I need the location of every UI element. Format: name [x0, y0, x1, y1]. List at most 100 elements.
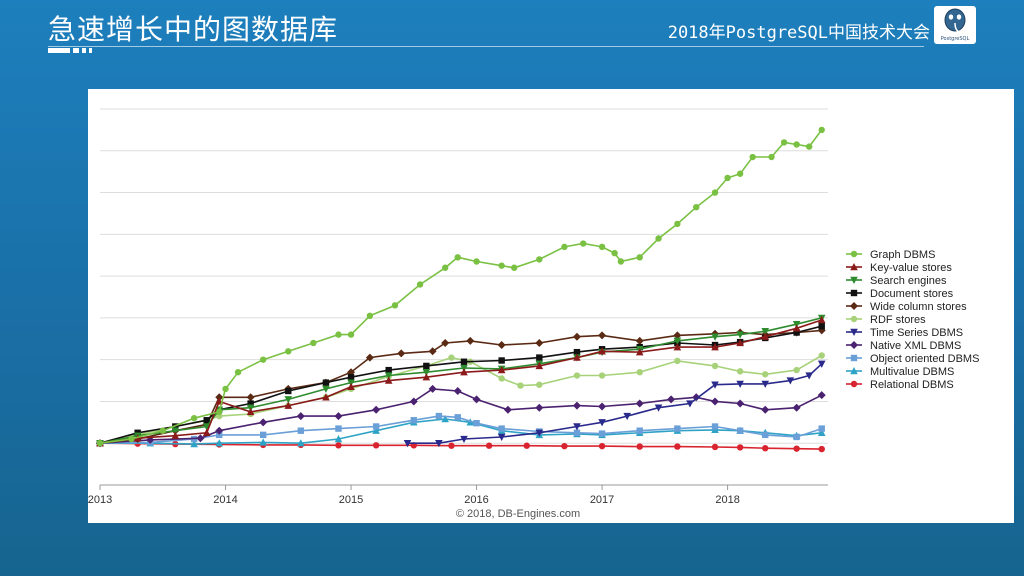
data-point-graph-dbms [561, 243, 568, 251]
data-point-graph-dbms [636, 254, 643, 261]
data-point-relational-dbms [448, 442, 455, 449]
legend-marker-relational-dbms [850, 380, 858, 388]
data-point-rdf-stores [536, 381, 543, 388]
data-point-document-stores [322, 379, 330, 386]
data-point-native-xml-dbms [736, 399, 745, 408]
data-point-graph-dbms [96, 440, 104, 447]
data-point-graph-dbms [805, 143, 813, 150]
data-point-graph-dbms [441, 264, 449, 271]
data-point-native-xml-dbms [453, 387, 462, 395]
data-point-document-stores [285, 387, 292, 395]
data-point-native-xml-dbms [572, 401, 581, 410]
x-tick-label: 2014 [213, 494, 237, 506]
data-point-object-oriented-dbms [793, 433, 800, 441]
data-point-graph-dbms [693, 203, 700, 211]
data-point-time-series-dbms [711, 381, 719, 389]
data-point-rdf-stores [573, 372, 581, 379]
data-point-key-value-stores [202, 428, 211, 436]
data-point-object-oriented-dbms [410, 417, 417, 424]
series-line-graph-dbms [99, 129, 823, 444]
legend-marker-rdf-stores [850, 315, 858, 323]
data-point-graph-dbms [222, 385, 229, 393]
legend-label-relational-dbms: Relational DBMS [870, 379, 954, 391]
data-point-object-oriented-dbms [762, 431, 769, 439]
data-point-wide-column-stores [428, 347, 437, 356]
data-point-graph-dbms [216, 408, 223, 416]
legend-marker-document-stores [850, 289, 858, 297]
legend-marker-native-xml-dbms [850, 341, 858, 349]
data-point-graph-dbms [335, 331, 342, 338]
data-point-rdf-stores [818, 352, 825, 359]
popularity-line-chart: 0100200300400500600700800900201320142015… [88, 108, 979, 520]
data-point-wide-column-stores [215, 393, 224, 402]
data-point-relational-dbms [762, 445, 769, 452]
data-point-graph-dbms [454, 254, 461, 261]
data-point-search-engines [284, 396, 293, 404]
data-point-native-xml-dbms [535, 403, 544, 412]
logo-text: PostgreSQL [940, 36, 970, 42]
data-point-graph-dbms [724, 174, 731, 182]
data-point-graph-dbms [736, 170, 744, 177]
data-point-document-stores [385, 366, 392, 374]
title-accent-ticks [48, 48, 108, 54]
data-point-wide-column-stores [535, 338, 544, 347]
data-point-wide-column-stores [497, 341, 506, 350]
data-point-key-value-stores [322, 393, 330, 401]
data-point-object-oriented-dbms [473, 419, 480, 427]
data-point-key-value-stores [284, 401, 293, 409]
legend-marker-object-oriented-dbms [850, 354, 858, 362]
data-point-native-xml-dbms [428, 384, 437, 393]
data-point-rdf-stores [448, 354, 455, 361]
title-divider [48, 46, 924, 47]
data-point-native-xml-dbms [259, 418, 268, 427]
legend-marker-wide-column-stores [850, 302, 858, 310]
data-point-native-xml-dbms [503, 405, 512, 414]
data-point-search-engines [384, 372, 393, 380]
data-point-graph-dbms [234, 369, 242, 376]
data-point-time-series-dbms [598, 419, 606, 427]
data-point-native-xml-dbms [598, 402, 607, 411]
data-point-time-series-dbms [736, 380, 744, 388]
data-point-graph-dbms [391, 302, 399, 309]
legend-marker-multivalue-dbms [850, 367, 858, 375]
data-point-relational-dbms [598, 442, 606, 450]
data-point-wide-column-stores [397, 349, 406, 358]
data-point-graph-dbms [310, 339, 317, 347]
data-point-native-xml-dbms [215, 426, 224, 435]
data-point-rdf-stores [636, 369, 643, 376]
data-point-wide-column-stores [598, 331, 607, 340]
data-point-key-value-stores [598, 347, 606, 355]
series-line-time-series-dbms [407, 363, 823, 445]
data-point-wide-column-stores [466, 336, 475, 345]
data-point-multivalue-dbms [372, 426, 380, 434]
data-point-object-oriented-dbms [711, 423, 719, 430]
data-point-key-value-stores [673, 343, 682, 351]
data-point-search-engines [736, 331, 744, 339]
data-point-search-engines [322, 385, 330, 393]
data-point-multivalue-dbms [215, 439, 224, 447]
data-point-native-xml-dbms [761, 405, 770, 414]
data-point-wide-column-stores [635, 336, 644, 345]
data-point-graph-dbms [190, 414, 198, 422]
data-point-graph-dbms [818, 126, 825, 134]
legend-label-rdf-stores: RDF stores [870, 314, 926, 326]
data-point-document-stores [498, 357, 505, 364]
data-point-graph-dbms [128, 435, 135, 443]
data-point-multivalue-dbms [190, 440, 198, 448]
data-point-time-series-dbms [761, 380, 770, 388]
data-point-native-xml-dbms [711, 397, 720, 406]
data-point-rdf-stores [711, 362, 719, 370]
data-point-relational-dbms [711, 443, 719, 451]
data-point-graph-dbms [473, 258, 480, 265]
data-point-object-oriented-dbms [818, 425, 825, 432]
data-point-graph-dbms [598, 243, 606, 251]
data-point-multivalue-dbms [259, 438, 267, 446]
data-point-search-engines [202, 423, 211, 431]
data-point-search-engines [171, 427, 180, 435]
data-point-relational-dbms [561, 442, 568, 450]
data-point-object-oriented-dbms [435, 412, 443, 420]
x-tick-label: 2017 [590, 494, 614, 506]
data-point-relational-dbms [636, 443, 643, 450]
data-point-graph-dbms [285, 348, 292, 355]
data-point-key-value-stores [347, 382, 355, 391]
